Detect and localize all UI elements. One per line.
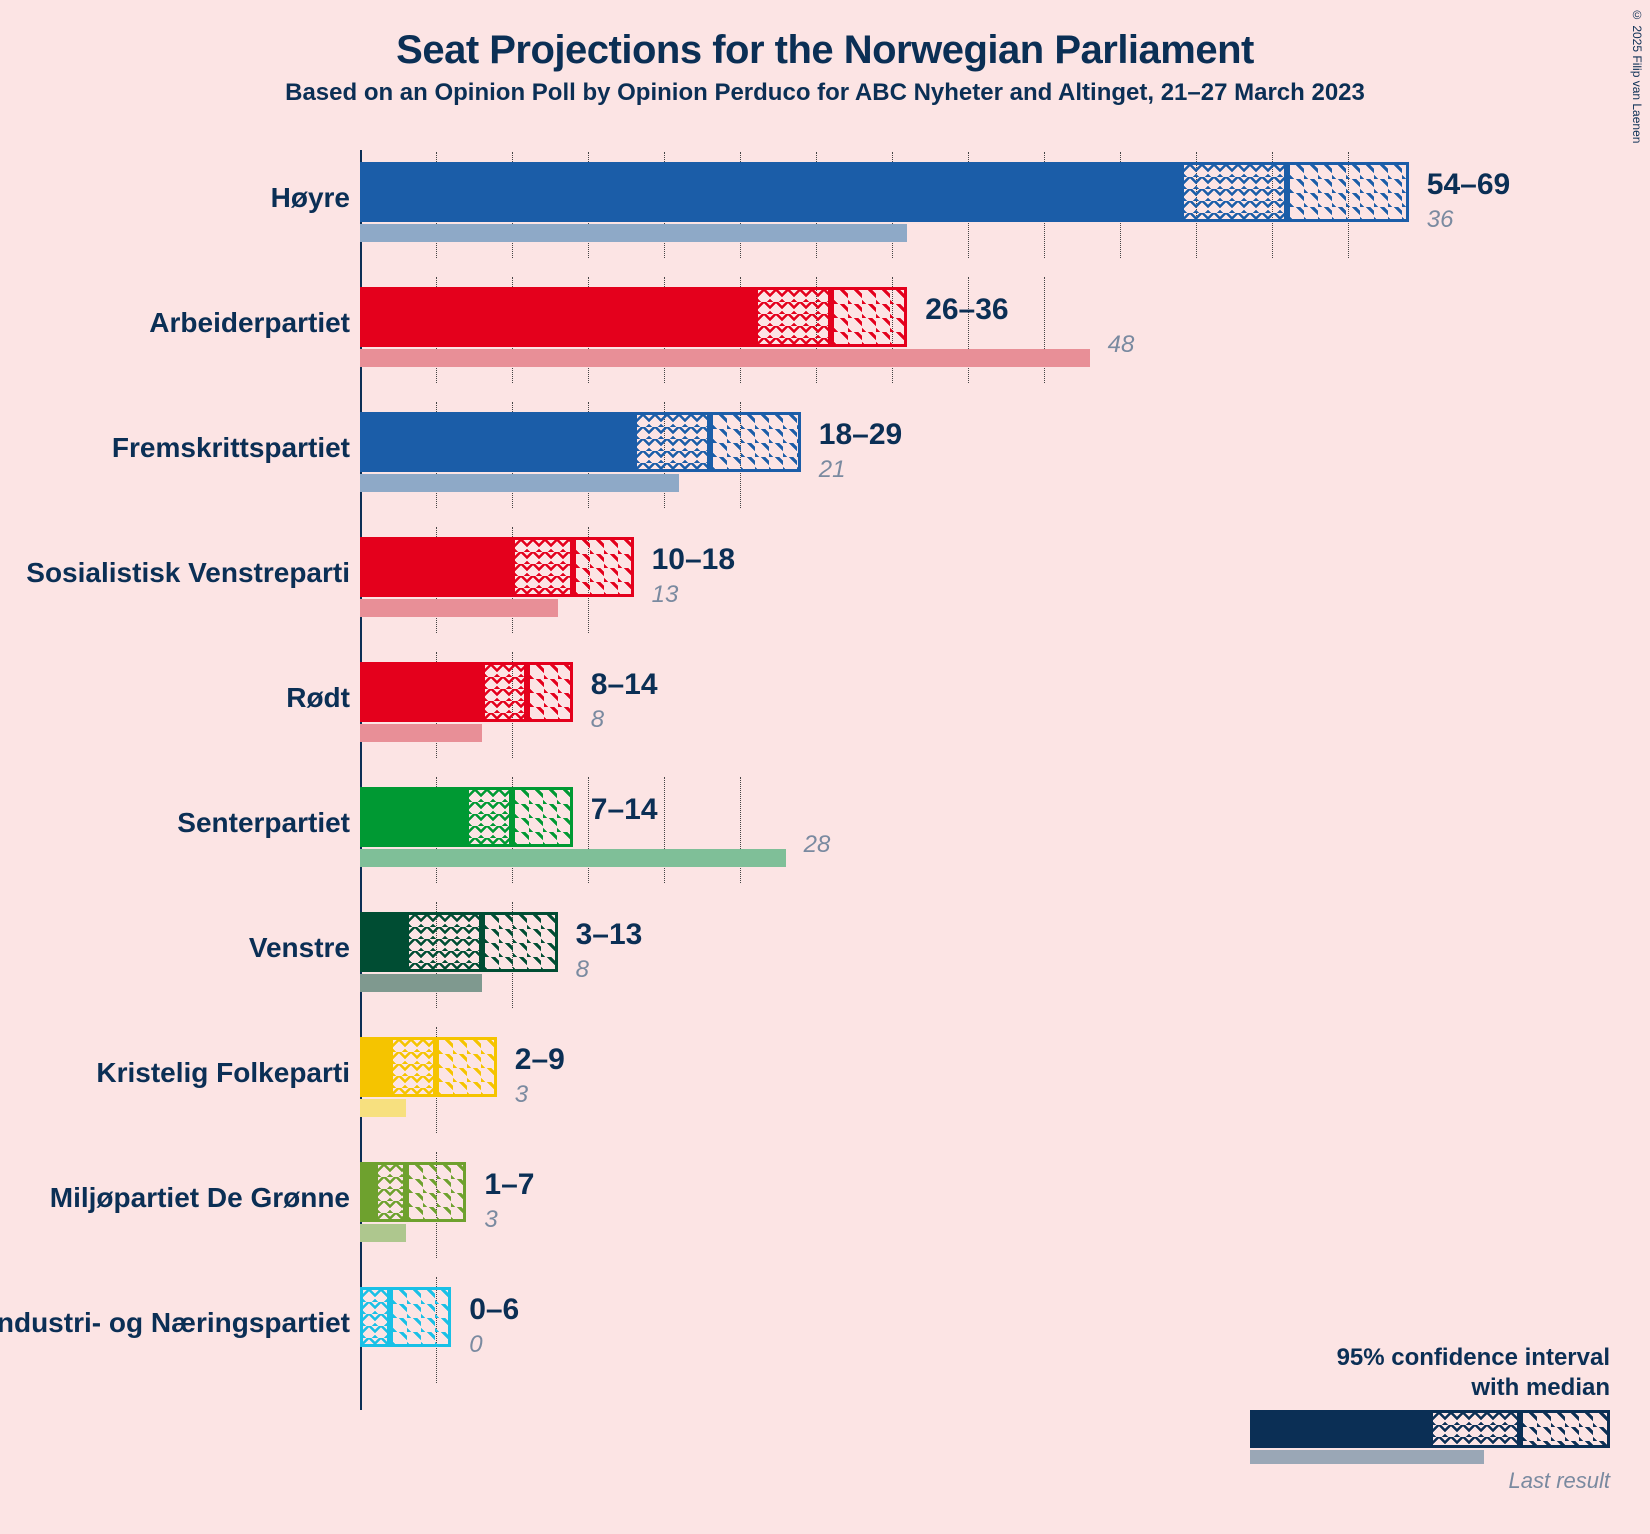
ci-diag-bar (1287, 162, 1409, 222)
ci-low-bar (360, 537, 512, 597)
range-label: 10–18 (652, 543, 735, 577)
ci-diag-bar (710, 412, 801, 472)
range-label: 18–29 (819, 418, 902, 452)
legend-ci-label-1: 95% confidence interval (1190, 1344, 1610, 1372)
range-label: 0–6 (469, 1293, 519, 1327)
ci-low-bar (360, 412, 634, 472)
legend-ci-solid (1250, 1410, 1430, 1448)
ci-diag-bar (436, 1037, 497, 1097)
ci-low-bar (360, 787, 466, 847)
ci-low-bar (360, 1037, 390, 1097)
ci-cross-bar (466, 787, 512, 847)
last-result-bar (360, 224, 907, 242)
ci-diag-bar (406, 1162, 467, 1222)
legend-ci-label-2: with median (1190, 1374, 1610, 1402)
party-label: Industri- og Næringspartiet (0, 1293, 350, 1353)
last-result-bar (360, 724, 482, 742)
ci-cross-bar (1181, 162, 1287, 222)
party-row: Høyre 54–69 36 (80, 150, 1580, 260)
legend-last-bar (1250, 1450, 1484, 1464)
chart-subtitle: Based on an Opinion Poll by Opinion Perd… (0, 79, 1650, 107)
ci-diag-bar (831, 287, 907, 347)
legend-swatch (1250, 1410, 1610, 1466)
last-result-bar (360, 474, 679, 492)
legend: 95% confidence interval with median Last… (1190, 1344, 1610, 1494)
party-label: Arbeiderpartiet (149, 293, 350, 353)
ci-cross-bar (390, 1037, 436, 1097)
ci-diag-bar (482, 912, 558, 972)
range-label: 7–14 (591, 793, 658, 827)
ci-cross-bar (482, 662, 528, 722)
ci-cross-bar (634, 412, 710, 472)
party-row: Sosialistisk Venstreparti10–1813 (80, 525, 1580, 635)
range-label: 54–69 (1427, 168, 1510, 202)
last-result-label: 3 (484, 1206, 497, 1234)
party-row: Arbeiderpartiet 26–36 48 (80, 275, 1580, 385)
party-label: Høyre (271, 168, 350, 228)
last-result-label: 8 (591, 706, 604, 734)
last-result-bar (360, 599, 558, 617)
last-result-label: 3 (515, 1081, 528, 1109)
range-label: 1–7 (484, 1168, 534, 1202)
ci-low-bar (360, 912, 406, 972)
party-row: Senterpartiet 7–14 28 (80, 775, 1580, 885)
party-row: Rødt 8–14 8 (80, 650, 1580, 760)
last-result-label: 8 (576, 956, 589, 984)
range-label: 26–36 (925, 293, 1008, 327)
ci-cross-bar (375, 1162, 405, 1222)
party-label: Fremskrittspartiet (112, 418, 350, 478)
party-label: Kristelig Folkeparti (96, 1043, 350, 1103)
legend-last-result-label: Last result (1190, 1468, 1610, 1494)
last-result-label: 21 (819, 456, 846, 484)
ci-diag-bar (512, 787, 573, 847)
ci-diag-bar (390, 1287, 451, 1347)
ci-cross-bar (360, 1287, 390, 1347)
legend-ci-cross (1430, 1410, 1520, 1448)
ci-low-bar (360, 1162, 375, 1222)
last-result-bar (360, 849, 786, 867)
ci-diag-bar (527, 662, 573, 722)
legend-ci-diag (1520, 1410, 1610, 1448)
party-row: Fremskrittspartiet 18–29 21 (80, 400, 1580, 510)
copyright: © 2025 Filip van Laenen (1630, 8, 1644, 143)
last-result-bar (360, 1099, 406, 1117)
last-result-label: 48 (1108, 331, 1135, 359)
last-result-bar (360, 974, 482, 992)
last-result-bar (360, 349, 1090, 367)
party-label: Miljøpartiet De Grønne (50, 1168, 350, 1228)
ci-cross-bar (512, 537, 573, 597)
party-label: Rødt (286, 668, 350, 728)
last-result-bar (360, 1224, 406, 1242)
party-row: Venstre 3–13 8 (80, 900, 1580, 1010)
ci-low-bar (360, 287, 755, 347)
last-result-label: 13 (652, 581, 679, 609)
range-label: 3–13 (576, 918, 643, 952)
range-label: 8–14 (591, 668, 658, 702)
last-result-label: 36 (1427, 206, 1454, 234)
chart-title: Seat Projections for the Norwegian Parli… (0, 0, 1650, 73)
last-result-label: 28 (804, 831, 831, 859)
range-label: 2–9 (515, 1043, 565, 1077)
ci-low-bar (360, 162, 1181, 222)
party-label: Sosialistisk Venstreparti (26, 543, 350, 603)
party-label: Senterpartiet (177, 793, 350, 853)
party-row: Kristelig Folkeparti 2–9 3 (80, 1025, 1580, 1135)
ci-cross-bar (755, 287, 831, 347)
party-row: Miljøpartiet De Grønne1–73 (80, 1150, 1580, 1260)
ci-diag-bar (573, 537, 634, 597)
ci-low-bar (360, 662, 482, 722)
seat-projection-chart: Høyre 54–69 36 Arbeiderpartiet 26–36 48 Fremsk… (80, 150, 1580, 1440)
ci-cross-bar (406, 912, 482, 972)
last-result-label: 0 (469, 1331, 482, 1359)
party-label: Venstre (249, 918, 350, 978)
